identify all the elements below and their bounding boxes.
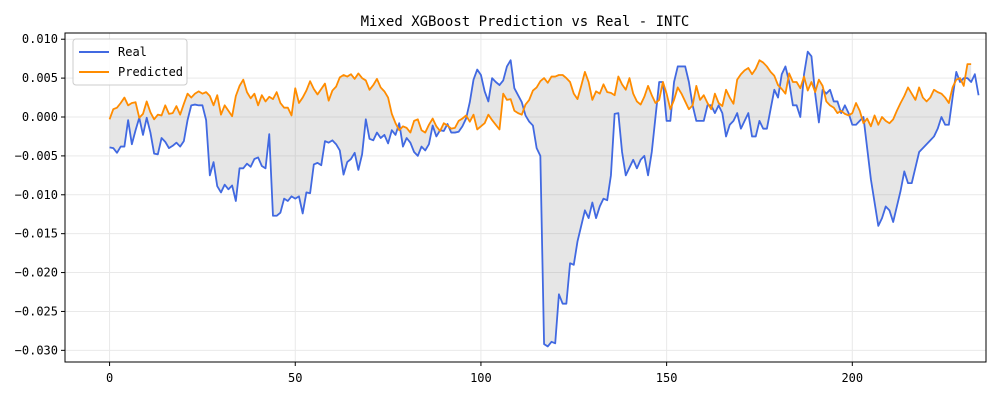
axes-frame (64, 32, 987, 363)
fill-between-region (109, 51, 972, 347)
y-tick-label: −0.010 (15, 188, 58, 202)
legend: Real Predicted (72, 38, 188, 86)
grid (65, 33, 986, 362)
chart-title: Mixed XGBoost Prediction vs Real - INTC (361, 14, 690, 30)
series-lines (108, 50, 980, 348)
fill-between-area (109, 51, 972, 347)
x-tick-label: 150 (656, 371, 678, 385)
x-tick-label: 100 (470, 371, 492, 385)
y-tick-label: −0.030 (15, 343, 58, 357)
legend-label-predicted: Predicted (118, 65, 183, 79)
x-tick-label: 50 (288, 371, 302, 385)
y-tick-label: −0.005 (15, 149, 58, 163)
y-tick-label: 0.010 (22, 32, 58, 46)
y-tick-label: −0.015 (15, 227, 58, 241)
axis-ticks: 0 50 100 150 200 0.010 0.005 0.000 −0.005 −0.010 −… (15, 32, 864, 385)
y-tick-label: −0.025 (15, 304, 58, 318)
x-tick-label: 0 (106, 371, 113, 385)
legend-box (72, 38, 188, 86)
y-tick-label: −0.020 (15, 266, 58, 280)
y-tick-label: 0.000 (22, 110, 58, 124)
y-tick-label: 0.005 (22, 71, 58, 85)
legend-label-real: Real (118, 45, 147, 59)
x-tick-label: 200 (841, 371, 863, 385)
series-line-predicted (108, 59, 972, 134)
series-line-real (109, 50, 980, 348)
